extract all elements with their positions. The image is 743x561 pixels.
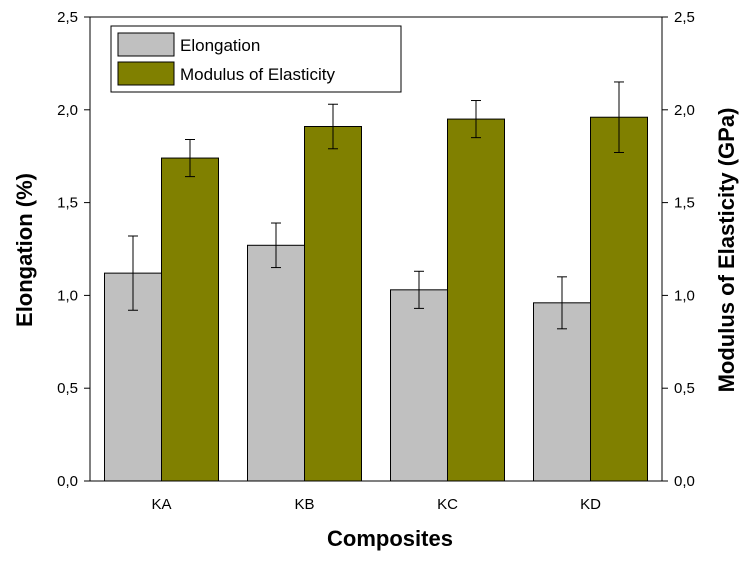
bar-elongation-kb — [247, 244, 305, 482]
bar-modulus-of-elasticity-kb — [304, 126, 362, 482]
left-y-tick-label: 1,0 — [57, 287, 78, 304]
bar-modulus-of-elasticity-kc — [447, 118, 505, 482]
error-bar-modulus-of-elasticity-kb — [328, 103, 338, 150]
error-bar-elongation-ka — [128, 235, 138, 311]
legend-swatch-elongation — [117, 32, 175, 57]
bar-modulus-of-elasticity-ka — [161, 157, 219, 482]
error-bar-elongation-kc — [414, 270, 424, 309]
left-y-tick-label: 2,0 — [57, 102, 78, 119]
bar-elongation-kd — [533, 302, 591, 482]
plot-area-frame — [89, 16, 663, 482]
legend-label-modulus: Modulus of Elasticity — [180, 65, 335, 84]
left-y-axis-title: Elongation (%) — [12, 173, 37, 327]
bar-modulus-of-elasticity-kd — [590, 116, 648, 482]
error-bar-elongation-kd — [557, 276, 567, 330]
bar-elongation-kc — [390, 289, 448, 482]
right-y-axis: 0,0 0,5 1,0 1,5 2,0 2,5 — [662, 9, 695, 490]
right-y-tick-label: 2,0 — [674, 102, 695, 119]
right-y-tick-label: 1,0 — [674, 287, 695, 304]
x-tick-label: KD — [580, 496, 601, 513]
left-y-tick-label: 1,5 — [57, 195, 78, 212]
error-bars-layer — [128, 81, 624, 330]
legend: Elongation Modulus of Elasticity — [110, 25, 402, 93]
right-y-tick-label: 0,5 — [674, 380, 695, 397]
left-y-axis: 0,0 0,5 1,0 1,5 2,0 2,5 — [57, 9, 90, 490]
x-tick-label: KA — [151, 496, 171, 513]
error-bar-modulus-of-elasticity-ka — [185, 138, 195, 178]
right-y-tick-label: 0,0 — [674, 473, 695, 490]
x-axis-title: Composites — [327, 526, 453, 551]
right-y-tick-label: 2,5 — [674, 9, 695, 26]
error-bar-elongation-kb — [271, 222, 281, 269]
x-axis: KA KB KC KD — [151, 496, 601, 513]
right-y-axis-title: Modulus of Elasticity (GPa) — [714, 108, 739, 393]
x-tick-label: KB — [294, 496, 314, 513]
left-y-tick-label: 0,0 — [57, 473, 78, 490]
error-bar-modulus-of-elasticity-kd — [614, 81, 624, 153]
error-bar-modulus-of-elasticity-kc — [471, 100, 481, 139]
left-y-tick-label: 2,5 — [57, 9, 78, 26]
left-y-tick-label: 0,5 — [57, 380, 78, 397]
right-y-tick-label: 1,5 — [674, 195, 695, 212]
x-tick-label: KC — [437, 496, 458, 513]
legend-swatch-modulus — [117, 61, 175, 86]
legend-label-elongation: Elongation — [180, 36, 260, 55]
bars-layer — [104, 116, 648, 482]
